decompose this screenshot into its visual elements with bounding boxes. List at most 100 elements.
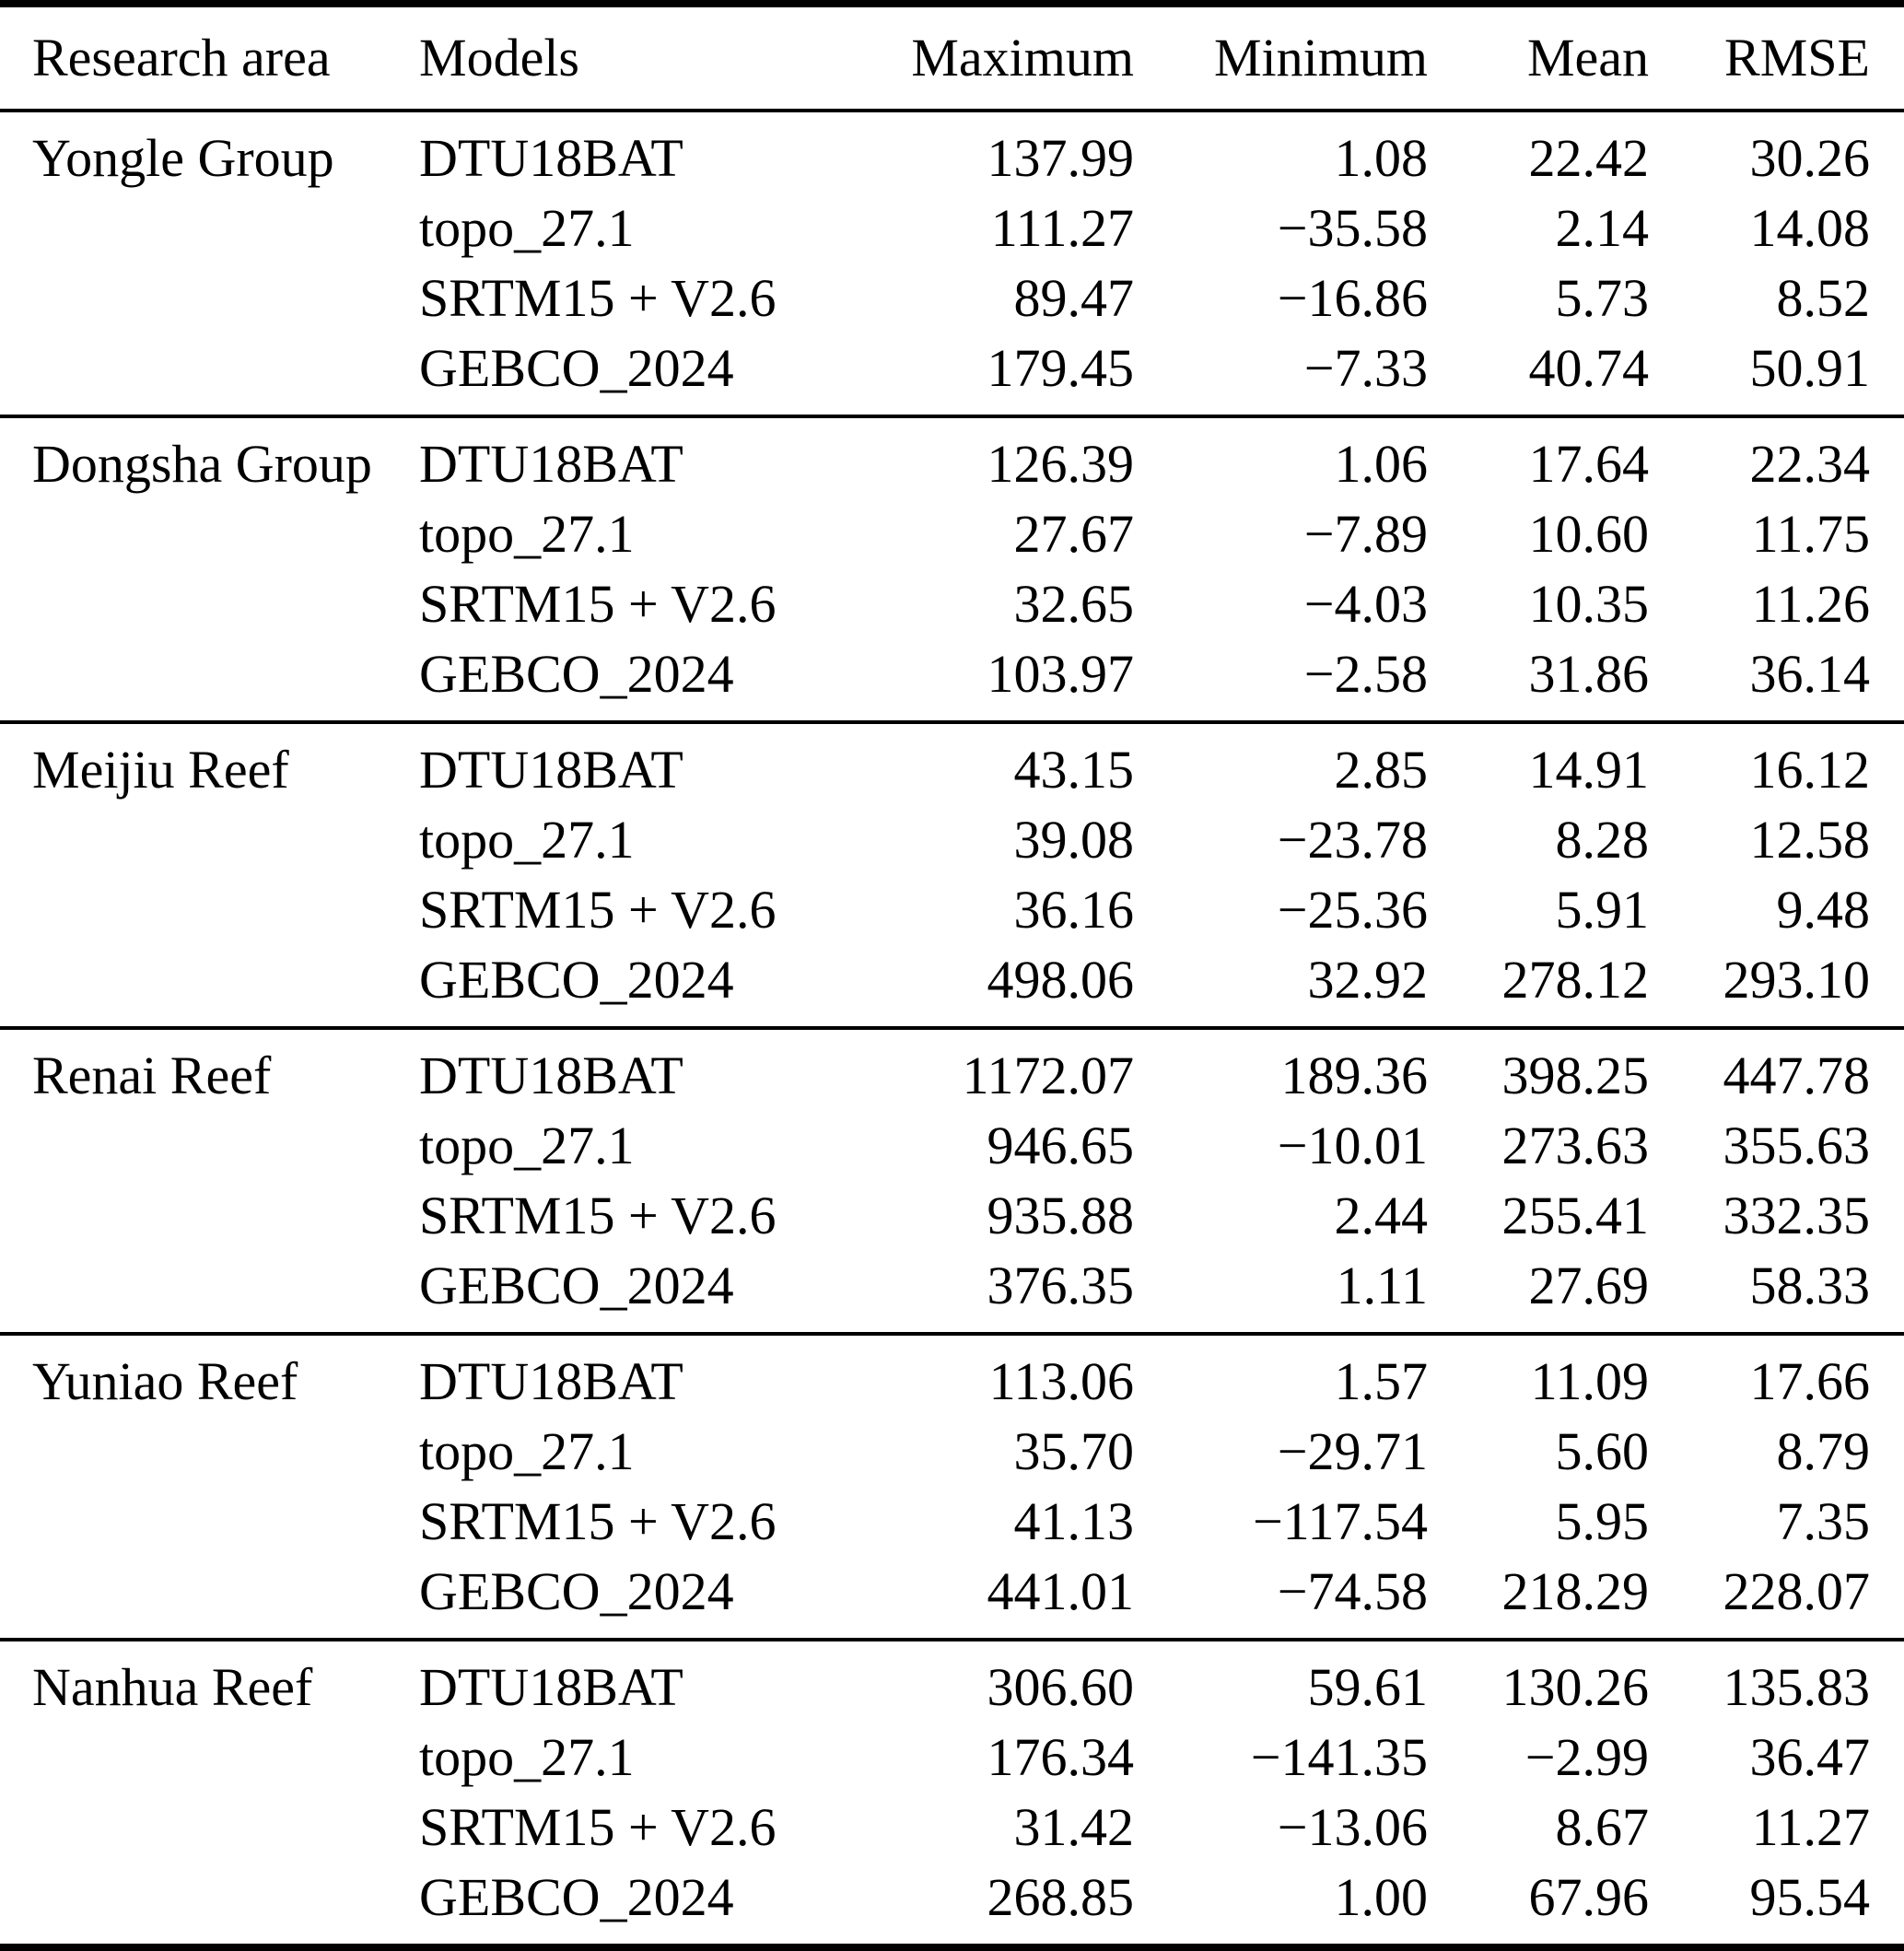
table-row: Yongle Group DTU18BAT 137.99 1.08 22.42 30.26 [0,111,1904,193]
rmse-value-cell: 30.26 [1749,128,1871,188]
maximum-value-cell: 946.65 [987,1116,1135,1175]
minimum-value-cell: 2.85 [1334,740,1429,800]
research-area-cell: Yuniao Reef [32,1351,298,1411]
model-cell: DTU18BAT [419,1046,683,1105]
maximum-value-cell: 176.34 [987,1727,1135,1787]
rmse-value-cell: 58.33 [1749,1256,1871,1315]
mean-value-cell: −2.99 [1524,1727,1649,1787]
maximum-value-cell: 441.01 [987,1561,1135,1621]
research-area-group: Renai Reef DTU18BAT 1172.07 189.36 398.25 447… [0,1028,1904,1334]
maximum-value-cell: 39.08 [1013,810,1135,870]
maximum-value-cell: 43.15 [1013,740,1135,800]
maximum-value-cell: 268.85 [987,1867,1135,1927]
rmse-value-cell: 8.79 [1776,1421,1871,1481]
model-cell: SRTM15 + V2.6 [419,880,777,940]
column-header-rmse: RMSE [1649,4,1904,112]
table-row: SRTM15 + V2.6 36.16 −25.36 5.91 9.48 [0,875,1904,945]
table-row: topo_27.1 111.27 −35.58 2.14 14.08 [0,193,1904,263]
research-area-cell: Nanhua Reef [32,1657,313,1717]
minimum-value-cell: 32.92 [1307,950,1429,1010]
mean-value-cell: 31.86 [1528,644,1650,704]
maximum-value-cell: 36.16 [1013,880,1135,940]
maximum-value-cell: 113.06 [988,1351,1134,1411]
minimum-value-cell: 2.44 [1334,1186,1429,1245]
minimum-value-cell: 1.00 [1334,1867,1429,1927]
table-row: GEBCO_2024 179.45 −7.33 40.74 50.91 [0,333,1904,416]
maximum-value-cell: 31.42 [1013,1797,1135,1857]
model-cell: topo_27.1 [419,1727,635,1787]
table-row: topo_27.1 27.67 −7.89 10.60 11.75 [0,499,1904,569]
model-cell: topo_27.1 [419,1116,635,1175]
column-header-minimum: Minimum [1134,4,1428,112]
table-row: Dongsha Group DTU18BAT 126.39 1.06 17.64 22.3… [0,416,1904,499]
table-header: Research area Models Maximum Minimum Mea… [0,4,1904,112]
minimum-value-cell: 189.36 [1280,1046,1429,1105]
rmse-value-cell: 36.47 [1749,1727,1871,1787]
mean-value-cell: 5.60 [1555,1421,1650,1481]
minimum-value-cell: 1.08 [1334,128,1429,188]
mean-value-cell: 8.67 [1555,1797,1650,1857]
model-cell: GEBCO_2024 [419,644,734,704]
research-area-group: Yuniao Reef DTU18BAT 113.06 1.57 11.09 17.66 t… [0,1334,1904,1640]
model-cell: GEBCO_2024 [419,1561,734,1621]
rmse-value-cell: 447.78 [1723,1046,1871,1105]
mean-value-cell: 2.14 [1555,198,1650,258]
column-header-models: Models [419,4,870,112]
model-cell: DTU18BAT [419,1657,683,1717]
maximum-value-cell: 35.70 [1013,1421,1135,1481]
column-header-mean: Mean [1428,4,1649,112]
rmse-value-cell: 7.35 [1776,1491,1871,1551]
rmse-value-cell: 50.91 [1749,338,1871,398]
minimum-value-cell: 1.57 [1334,1351,1429,1411]
table-row: GEBCO_2024 441.01 −74.58 218.29 228.07 [0,1557,1904,1640]
table-row: GEBCO_2024 498.06 32.92 278.12 293.10 [0,945,1904,1028]
minimum-value-cell: −13.06 [1277,1797,1428,1857]
table-row: topo_27.1 39.08 −23.78 8.28 12.58 [0,805,1904,875]
mean-value-cell: 14.91 [1528,740,1650,800]
maximum-value-cell: 376.35 [987,1256,1135,1315]
minimum-value-cell: 59.61 [1307,1657,1429,1717]
rmse-value-cell: 228.07 [1723,1561,1871,1621]
mean-value-cell: 5.73 [1555,268,1650,328]
rmse-value-cell: 293.10 [1723,950,1871,1010]
model-cell: DTU18BAT [419,1351,683,1411]
minimum-value-cell: −10.01 [1277,1116,1428,1175]
research-area-cell: Yongle Group [32,128,334,188]
table-row: SRTM15 + V2.6 89.47 −16.86 5.73 8.52 [0,263,1904,333]
minimum-value-cell: −29.71 [1277,1421,1428,1481]
model-cell: SRTM15 + V2.6 [419,574,777,634]
column-header-maximum: Maximum [870,4,1134,112]
minimum-value-cell: −7.33 [1303,338,1428,398]
minimum-value-cell: −2.58 [1303,644,1428,704]
minimum-value-cell: −4.03 [1303,574,1428,634]
maximum-value-cell: 179.45 [987,338,1135,398]
model-cell: topo_27.1 [419,810,635,870]
rmse-value-cell: 11.75 [1751,504,1870,564]
model-cell: DTU18BAT [419,434,683,494]
table-row: topo_27.1 176.34 −141.35 −2.99 36.47 [0,1723,1904,1793]
research-area-cell: Dongsha Group [32,434,372,494]
minimum-value-cell: −7.89 [1303,504,1428,564]
rmse-value-cell: 355.63 [1723,1116,1871,1175]
research-area-cell: Renai Reef [32,1046,272,1105]
mean-value-cell: 11.09 [1530,1351,1649,1411]
maximum-value-cell: 498.06 [987,950,1135,1010]
minimum-value-cell: 1.06 [1334,434,1429,494]
minimum-value-cell: −141.35 [1250,1727,1428,1787]
mean-value-cell: 5.95 [1555,1491,1650,1551]
minimum-value-cell: −25.36 [1277,880,1428,940]
minimum-value-cell: −23.78 [1277,810,1428,870]
model-cell: GEBCO_2024 [419,950,734,1010]
model-cell: SRTM15 + V2.6 [419,1797,777,1857]
rmse-value-cell: 36.14 [1749,644,1871,704]
rmse-value-cell: 11.27 [1751,1797,1870,1857]
maximum-value-cell: 935.88 [987,1186,1135,1245]
table-row: topo_27.1 35.70 −29.71 5.60 8.79 [0,1417,1904,1487]
maximum-value-cell: 103.97 [987,644,1135,704]
mean-value-cell: 27.69 [1528,1256,1650,1315]
rmse-value-cell: 95.54 [1749,1867,1871,1927]
maximum-value-cell: 137.99 [987,128,1135,188]
mean-value-cell: 273.63 [1501,1116,1650,1175]
model-cell: SRTM15 + V2.6 [419,268,777,328]
model-cell: topo_27.1 [419,504,635,564]
